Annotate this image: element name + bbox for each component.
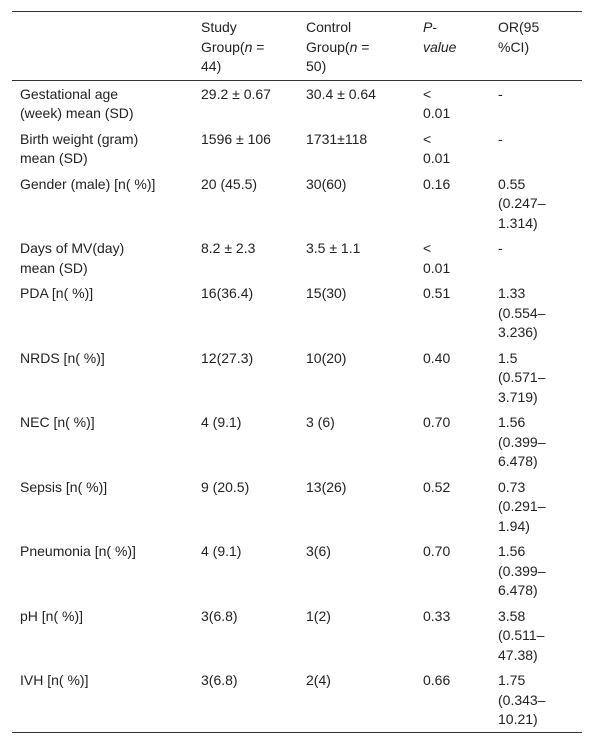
header-text: Study Group( xyxy=(201,19,245,55)
table-cell: 0.33 xyxy=(423,607,451,624)
table-row: Sepsis [n( %)] 9 (20.5) 13(26) 0.52 0.73 (0.… xyxy=(12,474,582,539)
header-row: Study Group(n = 44) Control Group(n = 50… xyxy=(12,11,582,81)
table-cell: 0.51 xyxy=(423,285,451,301)
header-text: n xyxy=(244,38,253,55)
table-cell: 10(20) xyxy=(306,349,347,366)
header-text: - xyxy=(432,19,438,35)
table-row: IVH [n( %)] 3(6.8) 2(4) 0.66 1.75 (0.343–10.… xyxy=(12,667,582,732)
header-cell xyxy=(12,11,193,81)
table-cell: 13(26) xyxy=(306,478,347,495)
header-text: = 50) xyxy=(306,38,370,75)
header-cell: OR(95 %CI) xyxy=(490,11,582,81)
table-cell: 1.56 (0.399–6.478) xyxy=(498,543,546,598)
table-cell: Gender (male) [n( %)] xyxy=(20,175,156,192)
table-cell: PDA [n( %)] xyxy=(20,285,94,301)
table-cell: 2(4) xyxy=(306,672,331,688)
table-row: PDA [n( %)] 16(36.4) 15(30) 0.51 1.33 (0.554… xyxy=(12,280,582,345)
table-cell: Gestational age (week) mean (SD) xyxy=(20,85,134,122)
table-cell: 3(6.8) xyxy=(201,672,238,688)
table-cell: 0.70 xyxy=(423,414,451,430)
header-text: OR(95 %CI) xyxy=(498,19,540,55)
table-cell: < 0.01 xyxy=(423,240,451,276)
table-cell: NRDS [n( %)] xyxy=(20,349,105,366)
table-row: pH [n( %)] 3(6.8) 1(2) 0.33 3.58 (0.511–47.3… xyxy=(12,603,582,668)
table-cell: Pneumonia [n( %)] xyxy=(20,543,136,559)
table-cell: - xyxy=(498,240,503,256)
table-row: NRDS [n( %)] 12(27.3) 10(20) 0.40 1.5 (0.571… xyxy=(12,345,582,410)
table-cell: 3 (6) xyxy=(306,414,335,430)
header-cell: Study Group(n = 44) xyxy=(193,11,298,81)
table-cell: 1.75 (0.343–10.21) xyxy=(498,672,546,727)
table-cell: 0.55 (0.247–1.314) xyxy=(498,175,546,231)
table-cell: 1731±118 xyxy=(306,130,368,147)
header-text: P xyxy=(423,19,433,35)
table-cell: 0.52 xyxy=(423,478,451,495)
table-row: Gestational age (week) mean (SD) 29.2 ± 0… xyxy=(12,80,582,126)
table-body: Gestational age (week) mean (SD) 29.2 ± 0… xyxy=(12,80,582,732)
table-cell: 30(60) xyxy=(306,175,347,192)
table-cell: < 0.01 xyxy=(423,85,451,122)
header-text: Control Group( xyxy=(306,19,352,55)
table-cell: 1596 ± 106 xyxy=(201,130,271,147)
table-header: Study Group(n = 44) Control Group(n = 50… xyxy=(12,11,582,81)
table-cell: < 0.01 xyxy=(423,130,451,167)
table-cell: 15(30) xyxy=(306,285,347,301)
table-cell: 8.2 ± 2.3 xyxy=(201,240,256,256)
table-cell: 0.16 xyxy=(423,175,451,192)
table-cell: 1.33 (0.554–3.236) xyxy=(498,285,546,340)
table-cell: NEC [n( %)] xyxy=(20,414,95,430)
table-cell: 1.56 (0.399–6.478) xyxy=(498,414,546,469)
table-cell: 0.73 (0.291–1.94) xyxy=(498,478,546,534)
table-cell: 20 (45.5) xyxy=(201,175,258,192)
table-cell: 16(36.4) xyxy=(201,285,254,301)
table-cell: 12(27.3) xyxy=(201,349,254,366)
table-cell: 0.40 xyxy=(423,349,451,366)
header-text: n xyxy=(349,38,358,55)
table-cell: 0.66 xyxy=(423,672,451,688)
table-cell: pH [n( %)] xyxy=(20,607,84,624)
header-text: value xyxy=(423,38,457,55)
table-cell: 3(6) xyxy=(306,543,331,559)
table-cell: IVH [n( %)] xyxy=(20,672,89,688)
table-cell: 0.70 xyxy=(423,543,451,559)
data-table: Study Group(n = 44) Control Group(n = 50… xyxy=(12,11,582,733)
table-cell: 4 (9.1) xyxy=(201,414,242,430)
table-cell: 1.5 (0.571–3.719) xyxy=(498,349,546,405)
table-cell: - xyxy=(498,130,503,147)
table-cell: 29.2 ± 0.67 xyxy=(201,85,271,102)
table-cell: - xyxy=(498,85,503,102)
table-row: Days of MV(day) mean (SD) 8.2 ± 2.3 3.5 ± … xyxy=(12,235,582,280)
table-cell: 3.5 ± 1.1 xyxy=(306,240,361,256)
table-cell: Sepsis [n( %)] xyxy=(20,478,108,495)
table-row: Gender (male) [n( %)] 20 (45.5) 30(60) 0.16… xyxy=(12,171,582,236)
table-row: NEC [n( %)] 4 (9.1) 3 (6) 0.70 1.56 (0.399–6… xyxy=(12,409,582,474)
table-row: Birth weight (gram) mean (SD) 1596 ± 106 1… xyxy=(12,126,582,171)
table-cell: 1(2) xyxy=(306,607,331,624)
header-text: = 44) xyxy=(201,38,265,75)
table-cell: Days of MV(day) mean (SD) xyxy=(20,240,125,276)
table-cell: 9 (20.5) xyxy=(201,478,250,495)
table-cell: 30.4 ± 0.64 xyxy=(306,85,376,102)
table-cell: 3(6.8) xyxy=(201,607,238,624)
header-cell: P- value xyxy=(415,11,490,81)
table-cell: Birth weight (gram) mean (SD) xyxy=(20,130,139,167)
table-cell: 3.58 (0.511–47.38) xyxy=(498,607,545,663)
table-cell: 4 (9.1) xyxy=(201,543,242,559)
header-cell: Control Group(n = 50) xyxy=(298,11,415,81)
table-row: Pneumonia [n( %)] 4 (9.1) 3(6) 0.70 1.56 (0.… xyxy=(12,538,582,603)
